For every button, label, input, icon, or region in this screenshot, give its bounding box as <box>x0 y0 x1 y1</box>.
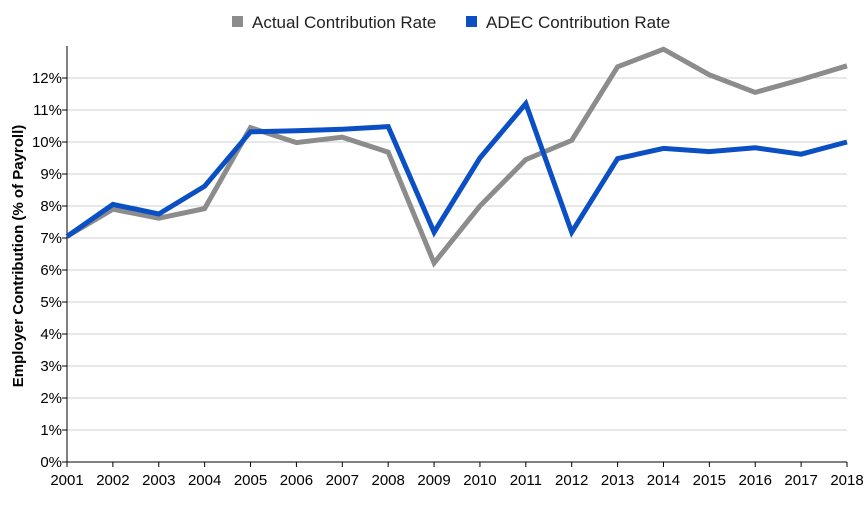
y-tick-label: 11% <box>33 102 62 119</box>
y-tick-label: 1% <box>40 422 62 439</box>
legend-swatch-adec <box>466 16 477 27</box>
x-tick-label: 2012 <box>555 472 588 489</box>
gridlines <box>62 77 847 463</box>
y-tick-label: 0% <box>40 454 62 471</box>
x-tick-label: 2006 <box>280 472 313 489</box>
legend-label-actual: Actual Contribution Rate <box>252 13 436 32</box>
x-tick-label: 2003 <box>142 472 175 489</box>
series-lines <box>65 46 848 268</box>
x-tick-label: 2016 <box>739 472 772 489</box>
legend-swatch-actual <box>232 16 243 27</box>
x-tick-labels: 2001 2002 2003 2004 2005 2006 2007 2008 2009 2010… <box>50 462 864 489</box>
series-line-adec <box>65 98 848 239</box>
chart-legend: Actual Contribution Rate ADEC Contributi… <box>232 13 670 32</box>
x-tick-label: 2011 <box>510 472 542 489</box>
x-tick-label: 2001 <box>50 472 83 489</box>
y-tick-label: 3% <box>40 358 62 375</box>
series-line-actual <box>65 46 848 268</box>
x-tick-label: 2013 <box>601 472 634 489</box>
y-tick-label: 5% <box>40 294 62 311</box>
y-tick-label: 10% <box>32 134 62 151</box>
y-tick-label: 7% <box>40 230 62 247</box>
x-tick-label: 2007 <box>326 472 359 489</box>
x-tick-label: 2018 <box>830 472 863 489</box>
x-tick-label: 2005 <box>234 472 267 489</box>
y-tick-label: 4% <box>40 326 62 343</box>
y-tick-label: 2% <box>40 390 62 407</box>
x-tick-label: 2002 <box>96 472 129 489</box>
x-tick-label: 2008 <box>371 472 404 489</box>
x-tick-label: 2017 <box>784 472 817 489</box>
y-tick-label: 9% <box>40 166 62 183</box>
y-tick-label: 6% <box>40 262 62 279</box>
y-tick-label: 8% <box>40 198 62 215</box>
y-tick-labels: 0% 1% 2% 3% 4% 5% 6% 7% 8% 9% 10% 11% 12% <box>32 70 62 471</box>
legend-label-adec: ADEC Contribution Rate <box>486 13 670 32</box>
y-tick-label: 12% <box>32 70 62 87</box>
x-tick-label: 2004 <box>188 472 221 489</box>
y-axis-title: Employer Contribution (% of Payroll) <box>10 125 27 388</box>
x-tick-label: 2014 <box>647 472 680 489</box>
x-tick-label: 2009 <box>417 472 450 489</box>
x-tick-label: 2015 <box>693 472 726 489</box>
x-tick-label: 2010 <box>463 472 496 489</box>
axes <box>66 46 847 463</box>
